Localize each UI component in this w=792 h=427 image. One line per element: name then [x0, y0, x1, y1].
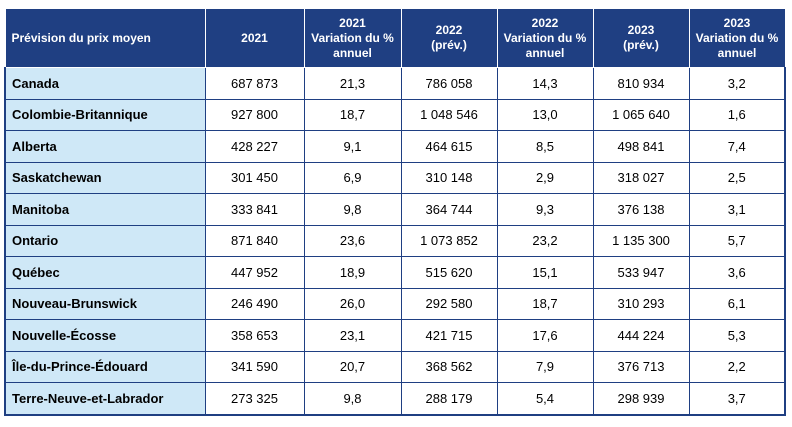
value-cell: 333 841: [204, 193, 305, 226]
value-cell: 3,2: [688, 67, 786, 100]
table-row: Manitoba 333 841 9,8 364 744 9,3 376 138 3,1: [4, 193, 786, 226]
value-cell: 447 952: [204, 256, 305, 289]
table-row: Ontario 871 840 23,6 1 073 852 23,2 1 135 300…: [4, 224, 786, 257]
header-cell: 2021 Variation du % annuel: [303, 8, 402, 68]
value-cell: 368 562: [400, 350, 498, 383]
value-cell: 444 224: [592, 319, 690, 352]
value-cell: 810 934: [592, 67, 690, 100]
value-cell: 3,6: [688, 256, 786, 289]
value-cell: 1 065 640: [592, 98, 690, 131]
province-name-cell: Terre-Neuve-et-Labrador: [4, 382, 206, 416]
header-cell: Prévision du prix moyen: [4, 8, 206, 68]
value-cell: 428 227: [204, 130, 305, 163]
value-cell: 246 490: [204, 287, 305, 320]
value-cell: 2,5: [688, 161, 786, 194]
value-cell: 7,9: [496, 350, 594, 383]
value-cell: 15,1: [496, 256, 594, 289]
table-row: Nouveau-Brunswick 246 490 26,0 292 580 18,7 3…: [4, 287, 786, 320]
value-cell: 9,8: [303, 382, 402, 416]
value-cell: 687 873: [204, 67, 305, 100]
province-name-cell: Colombie-Britannique: [4, 98, 206, 131]
value-cell: 9,1: [303, 130, 402, 163]
value-cell: 14,3: [496, 67, 594, 100]
header-cell: 2022 Variation du % annuel: [496, 8, 594, 68]
table-row: Saskatchewan 301 450 6,9 310 148 2,9 318 027 2…: [4, 161, 786, 194]
value-cell: 2,2: [688, 350, 786, 383]
value-cell: 5,4: [496, 382, 594, 416]
value-cell: 298 939: [592, 382, 690, 416]
value-cell: 7,4: [688, 130, 786, 163]
price-forecast-table-container: Prévision du prix moyen 2021 2021 Variati…: [4, 8, 786, 416]
value-cell: 871 840: [204, 224, 305, 257]
value-cell: 376 713: [592, 350, 690, 383]
value-cell: 515 620: [400, 256, 498, 289]
value-cell: 288 179: [400, 382, 498, 416]
province-name-cell: Canada: [4, 67, 206, 100]
province-name-cell: Alberta: [4, 130, 206, 163]
header-cell: 2022 (prév.): [400, 8, 498, 68]
value-cell: 23,6: [303, 224, 402, 257]
value-cell: 498 841: [592, 130, 690, 163]
province-name-cell: Nouvelle-Écosse: [4, 319, 206, 352]
value-cell: 464 615: [400, 130, 498, 163]
value-cell: 23,2: [496, 224, 594, 257]
value-cell: 21,3: [303, 67, 402, 100]
value-cell: 3,1: [688, 193, 786, 226]
value-cell: 273 325: [204, 382, 305, 416]
value-cell: 5,3: [688, 319, 786, 352]
header-row: Prévision du prix moyen 2021 2021 Variati…: [4, 8, 786, 68]
table-row: Alberta 428 227 9,1 464 615 8,5 498 841 7,4: [4, 130, 786, 163]
value-cell: 6,9: [303, 161, 402, 194]
value-cell: 17,6: [496, 319, 594, 352]
value-cell: 358 653: [204, 319, 305, 352]
value-cell: 1 073 852: [400, 224, 498, 257]
value-cell: 6,1: [688, 287, 786, 320]
province-name-cell: Saskatchewan: [4, 161, 206, 194]
value-cell: 18,9: [303, 256, 402, 289]
table-row: Québec 447 952 18,9 515 620 15,1 533 947 3,6: [4, 256, 786, 289]
value-cell: 9,8: [303, 193, 402, 226]
value-cell: 301 450: [204, 161, 305, 194]
table-row: Île-du-Prince-Édouard 341 590 20,7 368 562 7…: [4, 350, 786, 383]
value-cell: 9,3: [496, 193, 594, 226]
header-cell: 2023 Variation du % annuel: [688, 8, 786, 68]
table-row: Canada 687 873 21,3 786 058 14,3 810 934 3,2: [4, 67, 786, 100]
value-cell: 292 580: [400, 287, 498, 320]
header-cell: 2021: [204, 8, 305, 68]
table-row: Colombie-Britannique 927 800 18,7 1 048 546…: [4, 98, 786, 131]
table-row: Nouvelle-Écosse 358 653 23,1 421 715 17,6 444…: [4, 319, 786, 352]
value-cell: 8,5: [496, 130, 594, 163]
price-forecast-table: Prévision du prix moyen 2021 2021 Variati…: [4, 8, 786, 416]
table-row: Terre-Neuve-et-Labrador 273 325 9,8 288 179…: [4, 382, 786, 416]
value-cell: 26,0: [303, 287, 402, 320]
value-cell: 18,7: [496, 287, 594, 320]
value-cell: 18,7: [303, 98, 402, 131]
province-name-cell: Nouveau-Brunswick: [4, 287, 206, 320]
value-cell: 20,7: [303, 350, 402, 383]
header-cell: 2023 (prév.): [592, 8, 690, 68]
value-cell: 364 744: [400, 193, 498, 226]
value-cell: 318 027: [592, 161, 690, 194]
value-cell: 376 138: [592, 193, 690, 226]
province-name-cell: Ontario: [4, 224, 206, 257]
value-cell: 23,1: [303, 319, 402, 352]
value-cell: 421 715: [400, 319, 498, 352]
value-cell: 13,0: [496, 98, 594, 131]
value-cell: 927 800: [204, 98, 305, 131]
value-cell: 3,7: [688, 382, 786, 416]
value-cell: 786 058: [400, 67, 498, 100]
value-cell: 1,6: [688, 98, 786, 131]
value-cell: 5,7: [688, 224, 786, 257]
value-cell: 2,9: [496, 161, 594, 194]
value-cell: 310 293: [592, 287, 690, 320]
province-name-cell: Île-du-Prince-Édouard: [4, 350, 206, 383]
value-cell: 1 135 300: [592, 224, 690, 257]
value-cell: 341 590: [204, 350, 305, 383]
province-name-cell: Manitoba: [4, 193, 206, 226]
province-name-cell: Québec: [4, 256, 206, 289]
value-cell: 1 048 546: [400, 98, 498, 131]
value-cell: 310 148: [400, 161, 498, 194]
value-cell: 533 947: [592, 256, 690, 289]
